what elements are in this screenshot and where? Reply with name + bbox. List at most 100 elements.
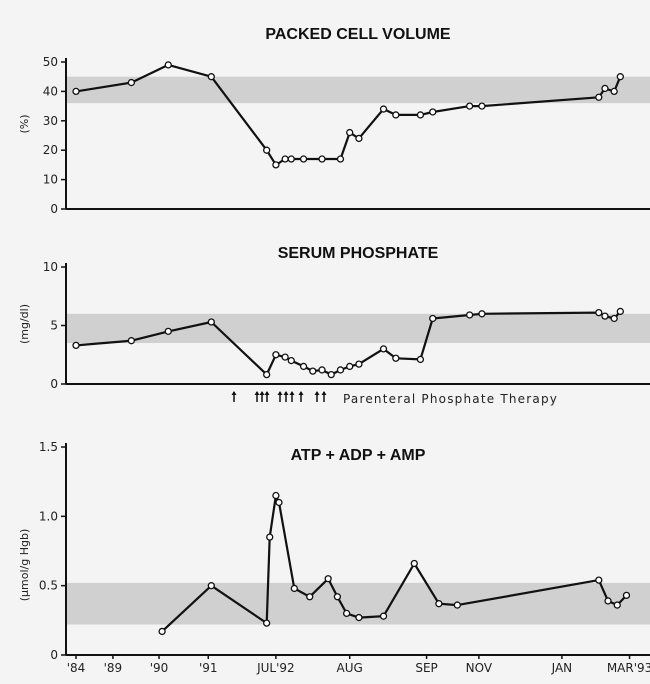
data-point [435, 600, 443, 608]
y-tick-label: 1.5 [39, 440, 58, 454]
data-point [72, 341, 80, 350]
data-point [453, 601, 461, 609]
data-point [355, 360, 363, 368]
data-point [622, 591, 631, 600]
data-point [290, 584, 298, 593]
data-point [595, 576, 603, 584]
y-tick-label: 50 [43, 55, 58, 69]
y-tick-label: 1.0 [39, 509, 58, 523]
data-point [379, 105, 388, 113]
therapy-arrowhead [259, 391, 265, 395]
x-tick-label: SEP [415, 661, 437, 675]
data-point [164, 327, 172, 336]
therapy-arrowhead [289, 391, 295, 395]
therapy-arrowhead [264, 391, 270, 395]
series-line [161, 494, 628, 633]
data-point [263, 619, 271, 627]
x-tick-label: '91 [199, 661, 218, 675]
chart-title-atp: ATP + ADP + AMP [291, 447, 426, 464]
y-axis-label-phosphate: (mg/dl) [18, 304, 31, 344]
y-axis-label-atp: (µmol/g Hgb) [18, 529, 31, 602]
data-point [355, 613, 363, 622]
data-point [275, 498, 283, 507]
data-point [336, 366, 345, 374]
data-point [410, 559, 418, 568]
data-point [478, 310, 486, 318]
data-point [610, 87, 618, 96]
data-point [465, 311, 474, 319]
y-tick-label: 0 [50, 648, 58, 662]
data-point [287, 356, 295, 365]
data-point [207, 582, 215, 590]
data-point [158, 627, 166, 636]
chart-title-phosphate: SERUM PHOSPHATE [278, 245, 439, 262]
data-point [306, 593, 314, 601]
therapy-arrowhead [254, 391, 260, 395]
data-point [595, 308, 603, 317]
y-tick-label: 10 [43, 260, 58, 274]
data-point [465, 102, 474, 110]
data-point [346, 128, 354, 137]
y-tick-label: 10 [43, 173, 58, 187]
data-point [342, 609, 351, 618]
data-point [299, 155, 308, 163]
data-point [164, 61, 172, 69]
data-point [379, 345, 388, 353]
x-tick-label: MAR'93 [607, 661, 650, 675]
therapy-arrowhead [231, 391, 237, 395]
data-point [429, 108, 437, 116]
data-point [272, 161, 280, 169]
data-point [610, 314, 618, 323]
data-point [266, 533, 274, 541]
y-tick-label: 40 [43, 84, 58, 98]
y-tick-label: 0.5 [39, 579, 58, 593]
data-point [327, 370, 335, 379]
y-tick-label: 0 [50, 377, 58, 391]
therapy-arrowhead [298, 391, 304, 395]
data-point [309, 367, 317, 375]
data-point [601, 84, 609, 93]
data-point [207, 318, 215, 326]
data-point [355, 134, 363, 143]
data-point [379, 612, 388, 620]
data-point [318, 155, 326, 163]
data-point [263, 370, 271, 379]
data-point [346, 362, 354, 371]
y-tick-label: 30 [43, 114, 58, 128]
x-tick-label: '89 [104, 661, 123, 675]
x-tick-label: JAN [551, 661, 573, 675]
chart-title-pcv: PACKED CELL VOLUME [265, 26, 451, 43]
x-tick-label: '90 [150, 661, 169, 675]
data-point [318, 366, 326, 374]
data-point [299, 362, 308, 371]
x-tick-label: AUG [337, 661, 363, 675]
normal-range-band [66, 76, 650, 104]
therapy-arrowhead [314, 391, 320, 395]
therapy-arrowhead [321, 391, 327, 395]
data-point [207, 73, 215, 81]
data-point [392, 111, 400, 119]
data-point [616, 73, 624, 81]
data-point [281, 353, 289, 361]
data-point [127, 78, 136, 87]
x-tick-label: '84 [67, 661, 86, 675]
y-axis-label-pcv: (%) [18, 114, 31, 133]
data-point [324, 575, 332, 583]
therapy-arrowhead [277, 391, 283, 395]
data-point [416, 111, 425, 119]
data-point [263, 146, 271, 154]
data-point [478, 102, 486, 110]
data-point [127, 337, 136, 345]
x-tick-label: NOV [466, 661, 493, 675]
data-point [72, 87, 80, 96]
data-point [392, 354, 400, 362]
data-point [613, 601, 621, 609]
data-point [595, 93, 603, 101]
y-tick-label: 0 [50, 202, 58, 216]
data-point [429, 314, 437, 323]
data-point [416, 355, 425, 364]
data-point [281, 155, 289, 163]
y-tick-label: 20 [43, 143, 58, 157]
data-point [272, 491, 280, 500]
y-tick-label: 5 [50, 319, 58, 333]
